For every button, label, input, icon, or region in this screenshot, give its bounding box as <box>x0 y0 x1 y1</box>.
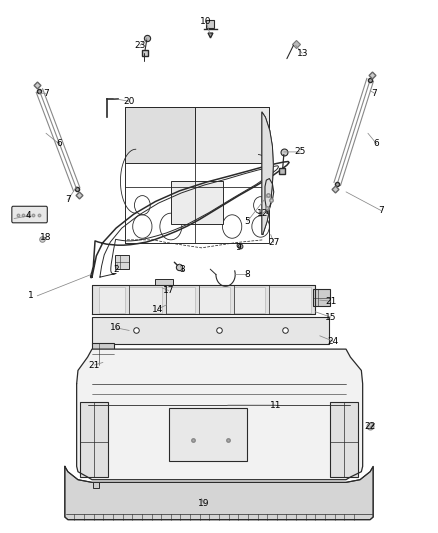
Bar <box>313 289 330 306</box>
Bar <box>269 287 311 313</box>
Bar <box>125 107 195 163</box>
Text: 8: 8 <box>244 270 251 279</box>
Text: 24: 24 <box>327 337 339 345</box>
Text: 17: 17 <box>163 286 174 295</box>
Bar <box>129 287 162 313</box>
Polygon shape <box>65 466 373 520</box>
Text: 14: 14 <box>152 305 163 313</box>
Text: 21: 21 <box>88 361 100 369</box>
Text: 2: 2 <box>113 265 119 273</box>
Text: 19: 19 <box>198 499 209 508</box>
Text: 20: 20 <box>124 97 135 106</box>
Text: 5: 5 <box>244 217 251 225</box>
Text: 27: 27 <box>268 238 279 247</box>
Text: 15: 15 <box>325 313 336 321</box>
Text: 6: 6 <box>374 140 380 148</box>
Bar <box>199 287 230 313</box>
Text: 23: 23 <box>134 41 146 50</box>
Bar <box>92 317 328 344</box>
Text: 10: 10 <box>200 17 212 26</box>
Bar <box>99 287 125 313</box>
Bar <box>155 279 173 290</box>
Bar <box>166 287 195 313</box>
Text: 18: 18 <box>40 233 52 241</box>
Text: 4: 4 <box>26 212 31 220</box>
Text: 3: 3 <box>179 265 185 273</box>
Text: 16: 16 <box>110 324 122 332</box>
Text: 11: 11 <box>270 401 282 409</box>
Bar <box>195 107 269 163</box>
Text: 9: 9 <box>236 244 242 252</box>
Text: 6: 6 <box>56 140 62 148</box>
Text: 12: 12 <box>257 209 268 217</box>
Bar <box>80 402 108 477</box>
Bar <box>92 343 114 365</box>
Text: 1: 1 <box>28 292 34 300</box>
Text: 7: 7 <box>43 89 49 98</box>
Text: 7: 7 <box>378 206 384 215</box>
FancyBboxPatch shape <box>12 206 47 223</box>
Bar <box>171 181 223 224</box>
Bar <box>234 287 265 313</box>
Text: 13: 13 <box>297 49 308 58</box>
Text: 22: 22 <box>364 422 376 431</box>
Polygon shape <box>262 112 273 235</box>
Text: 7: 7 <box>65 196 71 204</box>
Bar <box>169 408 247 461</box>
Bar <box>330 402 358 477</box>
Text: 25: 25 <box>294 148 306 156</box>
Text: 7: 7 <box>371 89 378 98</box>
Polygon shape <box>77 349 363 480</box>
Text: 21: 21 <box>325 297 336 305</box>
Bar <box>115 255 129 269</box>
